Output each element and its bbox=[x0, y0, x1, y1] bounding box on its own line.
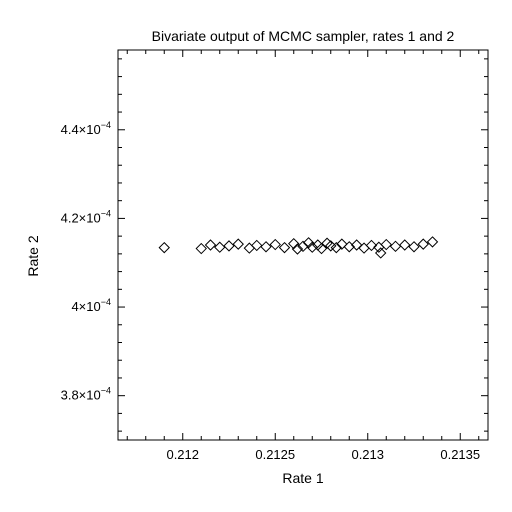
tick-labels: 0.212 0.2125 0.213 0.2135 3.8×10−4 4×10−4 4.2×… bbox=[61, 120, 481, 462]
x-tick-label: 0.213 bbox=[351, 447, 384, 462]
chart-title: Bivariate output of MCMC sampler, rates … bbox=[151, 28, 455, 44]
data-point bbox=[350, 239, 363, 251]
plot-frame bbox=[117, 49, 489, 441]
data-point bbox=[336, 238, 348, 250]
data-point bbox=[291, 243, 304, 255]
x-tick-label: 0.212 bbox=[166, 447, 199, 462]
data-point bbox=[426, 236, 439, 248]
data-point bbox=[223, 240, 235, 252]
data-point bbox=[330, 241, 343, 254]
data-point bbox=[374, 247, 387, 259]
y-tick-label: 3.8×10−4 bbox=[61, 386, 111, 403]
data-point bbox=[343, 241, 355, 253]
axis-ticks bbox=[118, 50, 488, 440]
data-point bbox=[158, 241, 170, 254]
data-point bbox=[399, 239, 411, 251]
data-point bbox=[408, 241, 420, 253]
data-point bbox=[306, 241, 318, 253]
data-point bbox=[315, 242, 328, 255]
y-tick-label: 4.4×10−4 bbox=[61, 120, 111, 137]
data-point bbox=[232, 238, 244, 250]
y-tick-label: 4.2×10−4 bbox=[61, 208, 111, 225]
x-tick-label: 0.2125 bbox=[255, 447, 295, 462]
data-point bbox=[204, 239, 217, 251]
data-point bbox=[417, 238, 429, 250]
data-point bbox=[365, 239, 378, 252]
y-tick-label: 4×10−4 bbox=[71, 297, 111, 314]
data-point bbox=[389, 240, 402, 253]
data-point bbox=[195, 242, 207, 255]
data-point bbox=[297, 240, 309, 253]
data-point bbox=[288, 237, 300, 250]
y-axis-label: Rate 2 bbox=[25, 235, 41, 277]
data-point bbox=[278, 241, 291, 254]
x-axis-label: Rate 1 bbox=[282, 470, 324, 486]
data-point bbox=[302, 237, 315, 249]
data-point bbox=[380, 238, 392, 251]
data-point bbox=[260, 241, 272, 253]
data-point bbox=[214, 241, 226, 253]
data-point bbox=[269, 238, 281, 251]
data-point bbox=[312, 239, 324, 251]
x-tick-label: 0.2135 bbox=[440, 447, 480, 462]
data-point bbox=[251, 239, 263, 252]
data-points bbox=[158, 236, 439, 259]
